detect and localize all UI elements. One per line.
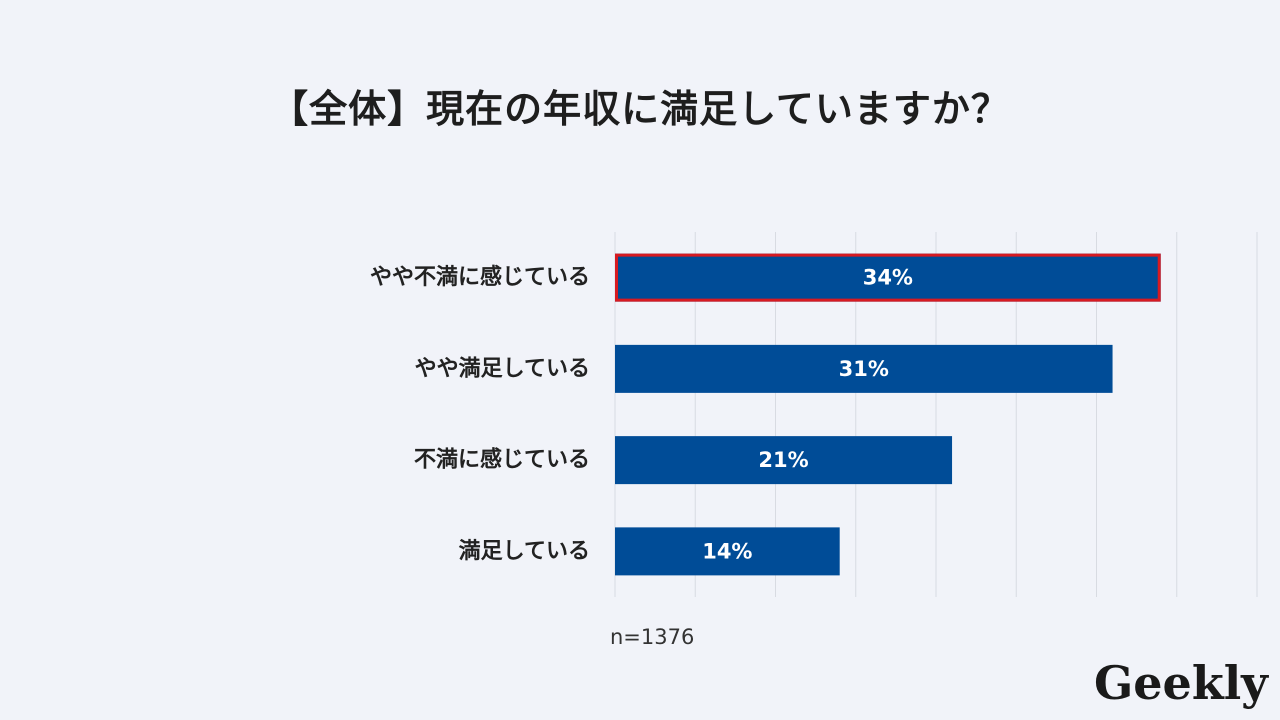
bar [615, 436, 953, 485]
category-label: やや不満に感じている [370, 264, 590, 290]
category-label: 不満に感じている [414, 447, 590, 473]
bars: 34% 31% 21% 14% [615, 253, 1161, 576]
bar [615, 527, 840, 576]
value-label: 31% [839, 357, 889, 381]
value-label: 34% [863, 266, 913, 290]
bar [615, 344, 1113, 393]
value-label: 14% [702, 539, 752, 563]
bar [615, 253, 1161, 302]
sample-size-note: n=1376 [610, 625, 695, 649]
category-label: 満足している [459, 538, 590, 564]
category-label: やや満足している [415, 355, 590, 381]
value-label: 21% [758, 448, 808, 472]
highlight-border [615, 253, 1161, 302]
geekly-logo: Geekly [1094, 656, 1268, 710]
chart-title: 【全体】現在の年収に満足していますか？ [270, 87, 1010, 131]
